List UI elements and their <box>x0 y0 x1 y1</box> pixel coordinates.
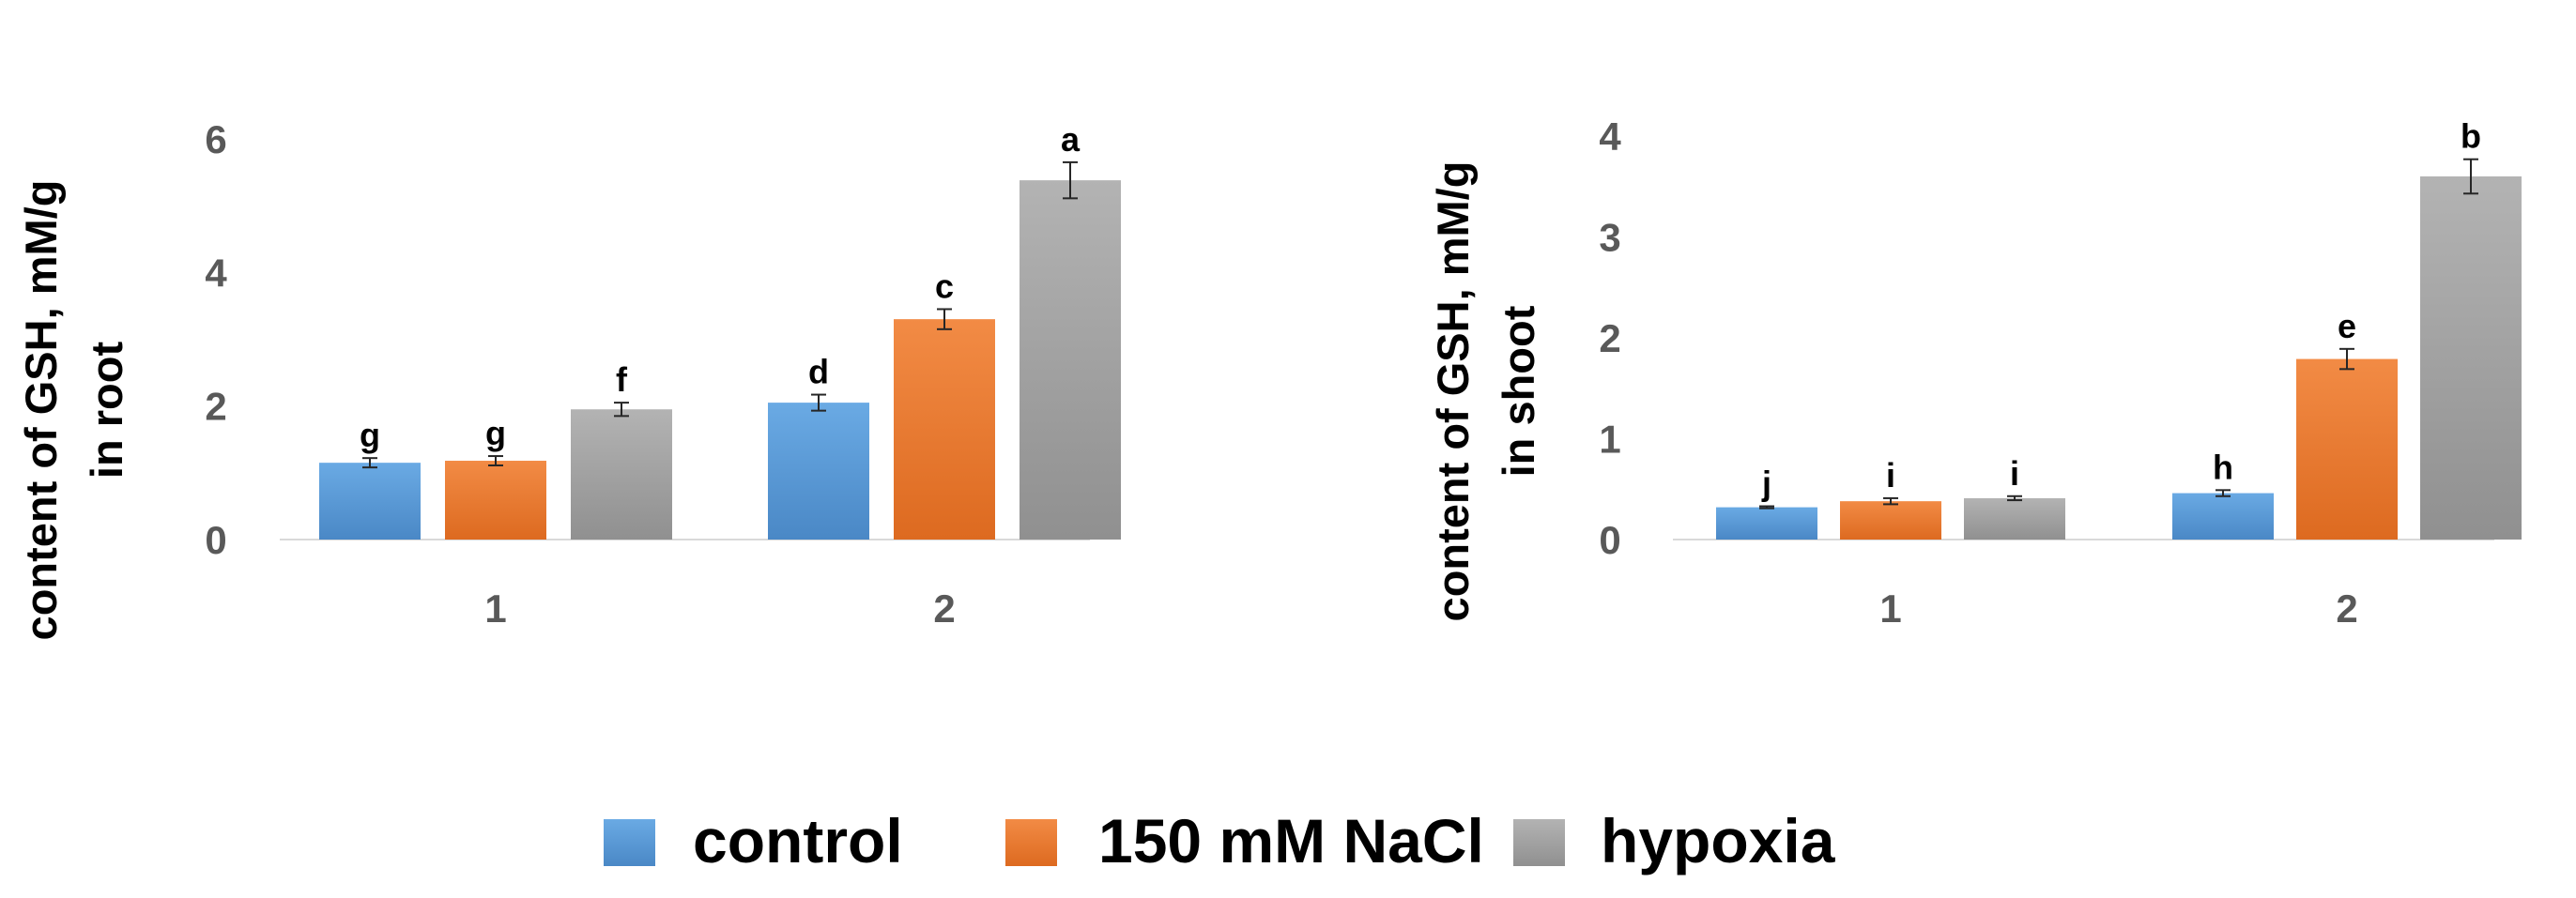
error-bar-control-1 <box>1759 505 1774 510</box>
error-bar-nacl-2 <box>937 308 952 330</box>
y-tick-label: 2 <box>1599 316 1620 360</box>
y-tick-labels: 0 2 4 6 <box>205 117 227 562</box>
x-tick-label: 2 <box>933 586 955 631</box>
significance-letter: a <box>1061 120 1081 159</box>
y-tick-label: 2 <box>205 385 226 429</box>
bar-hypoxia-2 <box>2420 176 2522 540</box>
bar-nacl-2 <box>2296 358 2398 540</box>
y-axis-label-line-2: in shoot <box>1494 305 1543 477</box>
significance-letter: f <box>616 360 628 399</box>
y-axis-label-line-1: content of GSH, mM/g <box>1428 161 1478 622</box>
bar-hypoxia-2 <box>1020 180 1121 540</box>
bar-control-1 <box>1716 507 1817 540</box>
y-tick-label: 0 <box>205 518 226 562</box>
bar-nacl-2 <box>894 319 995 540</box>
legend-swatch-nacl <box>1005 819 1057 866</box>
y-axis-label: content of GSH, mM/g in shoot <box>1428 161 1543 622</box>
significance-letter: h <box>2213 448 2233 486</box>
error-bar-nacl-2 <box>2339 347 2354 371</box>
bars: g g f d c a <box>319 120 1121 540</box>
legend: control 150 mM NaCl hypoxia <box>604 806 1836 875</box>
bar-nacl-1 <box>1840 501 1941 540</box>
significance-letter: b <box>2461 117 2481 156</box>
legend-item-hypoxia: hypoxia <box>1513 806 1836 875</box>
x-tick-label: 2 <box>2336 586 2357 631</box>
y-axis-label: content of GSH, mM/g in root <box>16 180 131 641</box>
y-tick-label: 1 <box>1599 418 1620 462</box>
legend-label-nacl: 150 mM NaCl <box>1098 806 1484 875</box>
error-bar-nacl-1 <box>488 455 503 467</box>
legend-label-hypoxia: hypoxia <box>1601 806 1836 875</box>
error-bar-hypoxia-1 <box>2007 495 2022 502</box>
y-axis-label-line-2: in root <box>82 342 131 479</box>
bar-control-2 <box>768 403 869 540</box>
bar-control-2 <box>2172 493 2274 540</box>
x-tick-label: 1 <box>484 586 506 631</box>
legend-swatch-hypoxia <box>1513 819 1565 866</box>
error-bar-control-2 <box>2216 489 2231 497</box>
y-tick-label: 0 <box>1599 518 1620 562</box>
chart-root: content of GSH, mM/g in root 0 2 4 6 g g f d c a… <box>16 117 1121 640</box>
x-tick-label: 1 <box>1879 586 1901 631</box>
error-bar-control-2 <box>811 393 826 412</box>
significance-letter: i <box>2010 454 2019 493</box>
legend-swatch-control <box>604 819 655 866</box>
y-tick-label: 4 <box>1599 114 1621 159</box>
error-bar-hypoxia-2 <box>2463 158 2478 195</box>
y-tick-label: 6 <box>205 117 226 161</box>
error-bar-hypoxia-1 <box>614 402 629 418</box>
y-tick-labels: 0 1 2 3 4 <box>1599 114 1621 562</box>
error-bar-control-1 <box>362 457 377 469</box>
bars: j i i h e b <box>1716 117 2522 540</box>
y-tick-label: 3 <box>1599 216 1620 260</box>
legend-item-control: control <box>604 806 903 875</box>
error-bar-hypoxia-2 <box>1063 160 1078 200</box>
significance-letter: g <box>485 414 506 452</box>
significance-letter: j <box>1761 464 1771 503</box>
bar-control-1 <box>319 463 421 540</box>
bar-hypoxia-1 <box>1964 497 2065 540</box>
bar-hypoxia-1 <box>571 409 672 540</box>
legend-item-nacl: 150 mM NaCl <box>1005 806 1484 875</box>
bar-nacl-1 <box>445 461 546 540</box>
legend-label-control: control <box>693 806 903 875</box>
y-axis-label-line-1: content of GSH, mM/g <box>16 180 66 641</box>
error-bar-nacl-1 <box>1883 496 1898 506</box>
significance-letter: e <box>2338 307 2356 345</box>
significance-letter: i <box>1886 456 1895 495</box>
significance-letter: d <box>808 353 829 391</box>
significance-letter: c <box>935 266 954 305</box>
y-tick-label: 4 <box>205 251 227 295</box>
significance-letter: g <box>360 416 380 454</box>
